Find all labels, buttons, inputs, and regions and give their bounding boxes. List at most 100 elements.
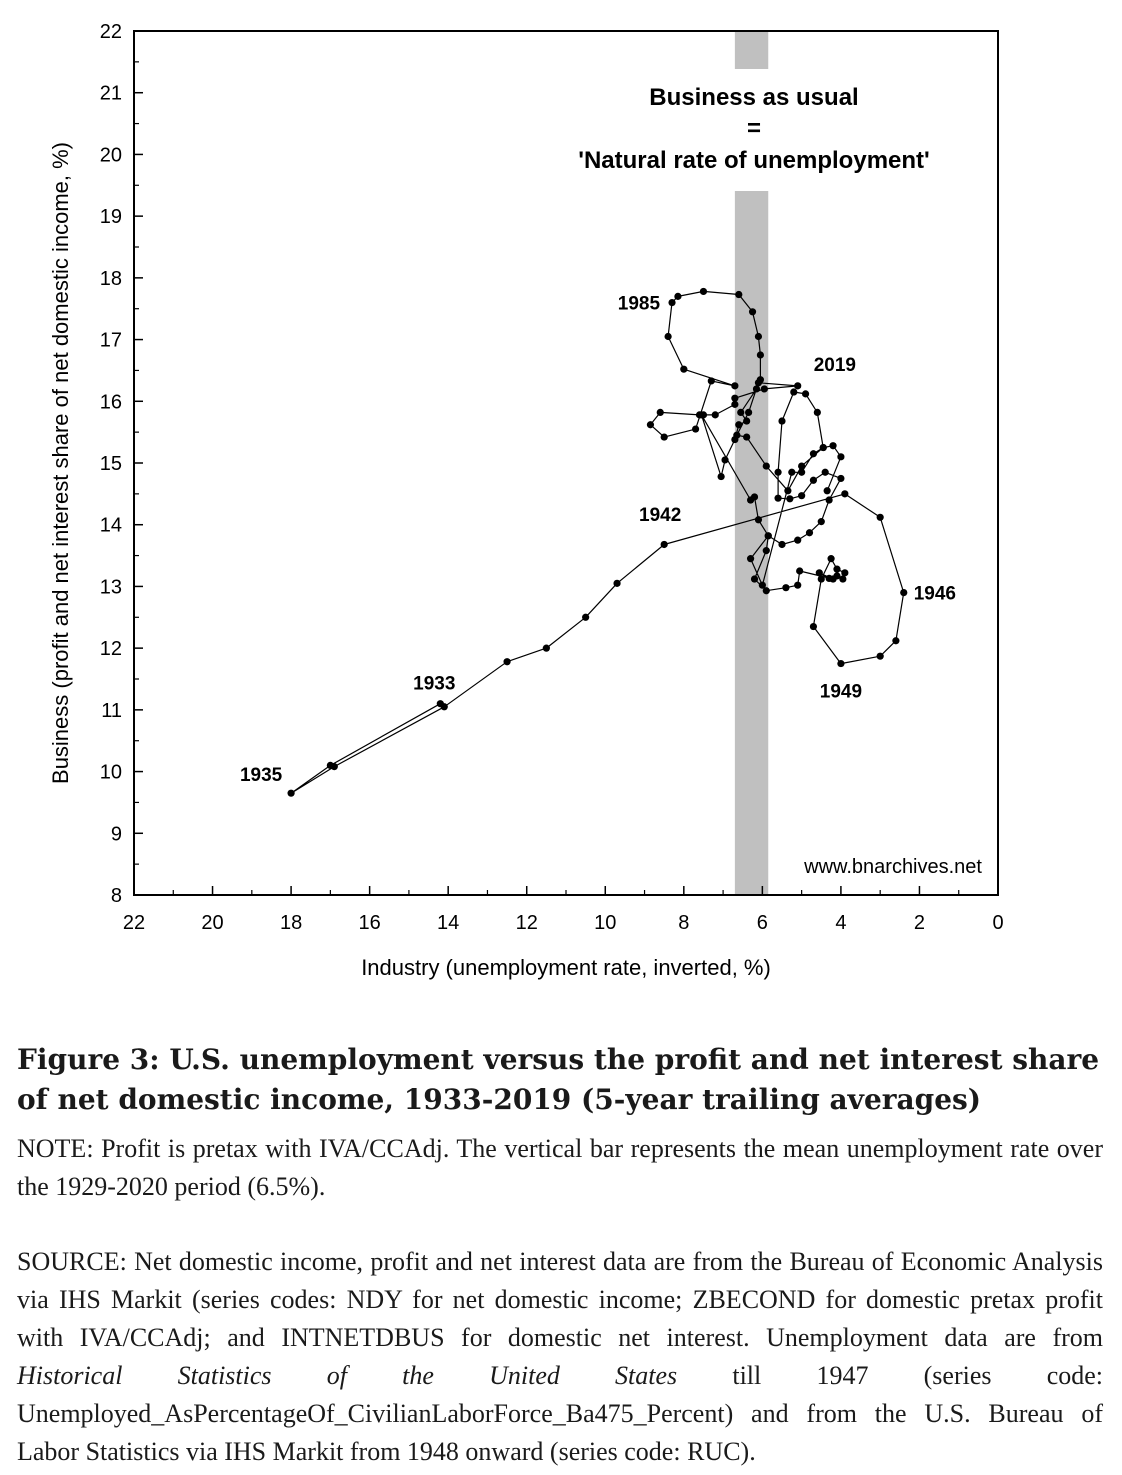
data-point <box>798 492 806 500</box>
watermark: www.bnarchives.net <box>803 856 982 878</box>
data-point <box>660 433 668 441</box>
x-tick-label: 22 <box>123 912 145 934</box>
data-point <box>794 581 802 589</box>
data-point <box>748 308 757 316</box>
data-point <box>697 411 706 419</box>
data-point <box>794 382 802 390</box>
data-point <box>699 287 708 296</box>
data-point <box>758 581 766 589</box>
data-point <box>756 351 765 359</box>
y-tick-label: 14 <box>100 515 122 537</box>
data-point <box>717 472 725 481</box>
data-point <box>817 575 825 583</box>
data-point <box>762 587 770 595</box>
annotation-background <box>600 69 920 191</box>
x-tick-label: 20 <box>201 912 223 934</box>
year-label-1935: 1935 <box>240 765 283 786</box>
data-point <box>750 493 759 501</box>
data-point <box>752 385 761 393</box>
data-point <box>656 408 664 416</box>
series-line <box>290 290 905 794</box>
x-tick-label: 6 <box>757 912 768 934</box>
y-tick-label: 18 <box>100 268 122 290</box>
data-point <box>809 450 818 458</box>
data-point <box>760 385 768 393</box>
y-tick-label: 19 <box>100 206 122 228</box>
data-point <box>833 565 841 573</box>
data-point <box>721 456 729 464</box>
data-point <box>582 613 590 621</box>
data-point <box>754 332 763 341</box>
data-point <box>660 540 668 549</box>
x-tick-label: 14 <box>437 912 459 934</box>
data-point <box>892 637 900 645</box>
data-point <box>794 536 802 544</box>
data-point <box>817 518 825 526</box>
data-point <box>287 789 295 797</box>
data-point <box>731 400 739 408</box>
source-text-part1: SOURCE: Net domestic income, profit and … <box>17 1247 1103 1352</box>
data-point <box>900 589 908 597</box>
x-tick-label: 8 <box>678 912 689 934</box>
data-point <box>762 462 770 470</box>
data-point <box>764 532 772 540</box>
data-point <box>743 433 751 441</box>
annotation-line-3: 'Natural rate of unemployment' <box>578 147 929 174</box>
x-tick-label: 12 <box>516 912 538 934</box>
data-point <box>786 495 794 503</box>
data-point <box>809 622 818 631</box>
y-tick-label: 16 <box>100 391 122 413</box>
annotation-line-2: = <box>747 115 761 142</box>
data-point <box>503 658 511 666</box>
data-point <box>798 462 806 470</box>
data-point <box>774 494 782 502</box>
year-label-2019: 2019 <box>814 355 856 376</box>
data-point <box>692 425 700 433</box>
y-tick-label: 21 <box>100 83 122 105</box>
data-point <box>827 555 835 563</box>
band-annotation: Business as usual = 'Natural rate of une… <box>578 84 929 174</box>
data-point <box>646 421 655 429</box>
data-point <box>774 468 782 476</box>
data-point <box>668 298 676 307</box>
y-tick-label: 13 <box>100 576 122 598</box>
data-point <box>664 332 672 341</box>
data-point <box>754 516 763 524</box>
y-tick-label: 12 <box>100 638 122 660</box>
x-tick-label: 18 <box>280 912 302 934</box>
data-point <box>796 567 804 575</box>
data-point <box>788 468 796 476</box>
source-italic-title: Historical Statistics of the United Stat… <box>17 1361 678 1390</box>
data-point <box>823 487 831 495</box>
data-point <box>750 575 759 583</box>
data-point <box>680 365 688 373</box>
chart: Business as usual = 'Natural rate of une… <box>48 21 1004 980</box>
data-point <box>440 703 448 711</box>
data-point <box>815 569 823 577</box>
data-point <box>829 442 837 450</box>
data-point <box>674 292 682 300</box>
data-point <box>829 575 837 583</box>
data-point <box>762 547 770 555</box>
figure-title: Figure 3: U.S. unemployment versus the p… <box>17 1043 1100 1116</box>
data-point <box>746 555 755 563</box>
y-tick-label: 20 <box>100 144 122 166</box>
data-series <box>287 287 908 797</box>
data-point <box>707 377 715 385</box>
data-point <box>731 382 739 390</box>
data-point <box>839 575 847 583</box>
data-point <box>813 408 821 416</box>
data-point <box>735 421 743 429</box>
data-point <box>542 644 550 652</box>
data-point <box>805 529 814 537</box>
y-tick-label: 9 <box>111 823 122 845</box>
data-point <box>837 453 845 461</box>
data-point <box>782 584 790 592</box>
x-tick-label: 16 <box>359 912 381 934</box>
x-tick-label: 0 <box>992 912 1003 934</box>
data-point <box>711 411 719 419</box>
figure-note: NOTE: Profit is pretax with IVA/CCAdj. T… <box>17 1134 1103 1201</box>
data-point <box>737 408 745 416</box>
data-point <box>778 417 786 425</box>
data-point <box>798 468 806 476</box>
